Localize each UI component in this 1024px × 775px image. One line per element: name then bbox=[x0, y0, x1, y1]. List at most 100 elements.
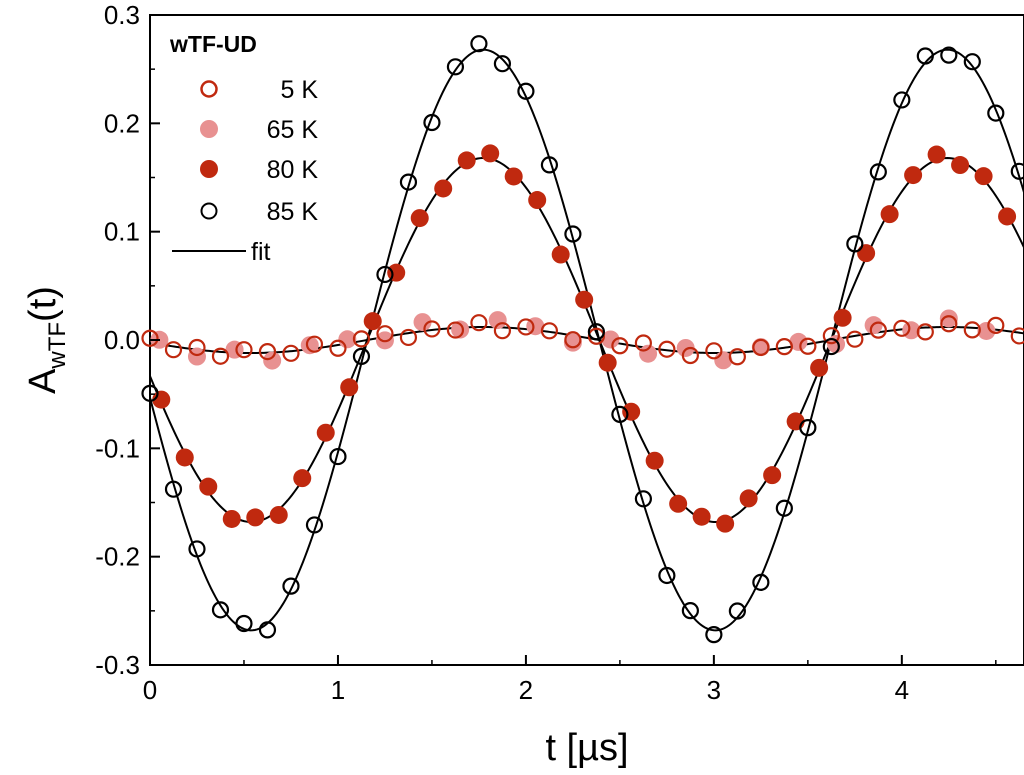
data-point-5k bbox=[329, 339, 347, 357]
legend: wTF-UD 5 K 65 K 80 K 85 K fit bbox=[169, 31, 318, 266]
data-point-5k bbox=[893, 319, 911, 337]
data-point-80k bbox=[457, 151, 476, 170]
data-point-85k bbox=[211, 601, 230, 619]
data-point-65k bbox=[639, 344, 658, 363]
data-point-85k bbox=[564, 225, 582, 243]
data-point-5k bbox=[963, 321, 981, 339]
data-point-85k bbox=[282, 577, 300, 595]
data-point-85k bbox=[470, 35, 488, 53]
data-point-5k bbox=[517, 318, 535, 336]
data-point-5k bbox=[235, 341, 253, 359]
y-tick-label: 0.2 bbox=[104, 108, 140, 138]
data-point-85k bbox=[493, 55, 512, 73]
data-point-85k bbox=[846, 235, 864, 253]
data-point-5k bbox=[446, 321, 465, 339]
legend-label-65k: 65 K bbox=[267, 116, 319, 144]
legend-label-fit: fit bbox=[251, 238, 271, 266]
data-point-85k bbox=[916, 47, 934, 65]
data-point-85k bbox=[164, 480, 183, 498]
x-tick-label: 0 bbox=[143, 675, 157, 705]
data-point-5k bbox=[282, 344, 300, 362]
data-point-65k bbox=[977, 321, 996, 340]
data-point-85k bbox=[141, 384, 159, 402]
data-point-5k bbox=[399, 328, 418, 347]
data-point-5k bbox=[987, 316, 1005, 334]
data-point-5k bbox=[846, 330, 864, 348]
data-point-85k bbox=[1010, 162, 1024, 180]
legend-label-85k: 85 K bbox=[267, 198, 319, 226]
data-point-5k bbox=[258, 343, 277, 361]
data-point-85k bbox=[681, 602, 699, 620]
data-point-65k bbox=[451, 320, 470, 339]
x-tick-labels: 0 1 2 3 4 bbox=[143, 675, 909, 705]
data-markers bbox=[141, 35, 1024, 644]
data-point-85k bbox=[799, 419, 817, 437]
data-point-80k bbox=[246, 508, 265, 527]
legend-marker-5k bbox=[200, 80, 218, 98]
data-point-65k bbox=[601, 330, 620, 349]
data-point-80k bbox=[598, 353, 617, 372]
data-point-85k bbox=[752, 573, 770, 591]
data-point-5k bbox=[564, 331, 582, 349]
data-point-85k bbox=[446, 58, 465, 76]
data-point-5k bbox=[540, 322, 559, 340]
data-point-85k bbox=[423, 113, 441, 132]
data-point-5k bbox=[822, 327, 840, 345]
data-point-5k bbox=[634, 334, 652, 352]
plot-area bbox=[141, 14, 1024, 666]
x-tick-label: 2 bbox=[519, 675, 533, 705]
data-point-5k bbox=[188, 338, 206, 357]
data-point-5k bbox=[752, 338, 770, 356]
data-point-85k bbox=[305, 516, 324, 534]
series-85k bbox=[141, 35, 1024, 644]
data-point-85k bbox=[258, 621, 277, 639]
data-point-80k bbox=[974, 167, 993, 186]
legend-marker-85k bbox=[200, 202, 218, 220]
data-point-80k bbox=[434, 179, 453, 198]
data-point-85k bbox=[775, 499, 793, 517]
data-point-65k bbox=[300, 336, 319, 355]
series-80k bbox=[152, 144, 1017, 533]
y-tick-label: 0.3 bbox=[104, 0, 140, 30]
y-axis-title-main: A bbox=[22, 368, 64, 394]
data-point-5k bbox=[141, 329, 159, 347]
data-point-80k bbox=[669, 494, 688, 513]
data-point-85k bbox=[822, 337, 840, 356]
data-point-65k bbox=[413, 313, 432, 332]
data-point-85k bbox=[188, 540, 206, 558]
y-tick-labels: -0.3 -0.2 -0.1 0.0 0.1 0.2 0.3 bbox=[95, 0, 140, 680]
data-point-5k bbox=[728, 348, 746, 366]
data-point-5k bbox=[799, 337, 817, 355]
data-point-80k bbox=[316, 423, 335, 442]
data-point-85k bbox=[893, 91, 911, 109]
data-point-5k bbox=[775, 338, 793, 356]
data-point-80k bbox=[269, 505, 288, 524]
data-point-80k bbox=[645, 451, 664, 470]
data-point-5k bbox=[1010, 327, 1024, 345]
data-point-5k bbox=[681, 346, 699, 365]
legend-marker-80k bbox=[200, 160, 218, 178]
data-point-85k bbox=[540, 156, 559, 174]
plot-frame bbox=[149, 14, 1024, 666]
data-point-80k bbox=[340, 378, 359, 397]
data-point-85k bbox=[352, 347, 371, 365]
data-point-65k bbox=[676, 338, 695, 357]
x-tick-label: 1 bbox=[331, 675, 345, 705]
data-point-80k bbox=[904, 166, 923, 185]
data-point-80k bbox=[998, 207, 1017, 226]
data-point-80k bbox=[739, 489, 758, 508]
data-point-5k bbox=[211, 347, 230, 365]
data-point-85k bbox=[634, 490, 652, 508]
data-point-5k bbox=[869, 321, 887, 339]
data-point-85k bbox=[329, 447, 347, 466]
data-point-85k bbox=[963, 53, 981, 71]
data-point-80k bbox=[716, 514, 735, 533]
y-tick-label: -0.1 bbox=[95, 433, 140, 463]
legend-label-80k: 80 K bbox=[267, 156, 319, 184]
legend-title: wTF-UD bbox=[169, 31, 257, 57]
data-point-85k bbox=[376, 265, 394, 284]
data-point-80k bbox=[410, 209, 429, 228]
data-point-80k bbox=[222, 509, 241, 528]
legend-label-5k: 5 K bbox=[280, 76, 318, 104]
